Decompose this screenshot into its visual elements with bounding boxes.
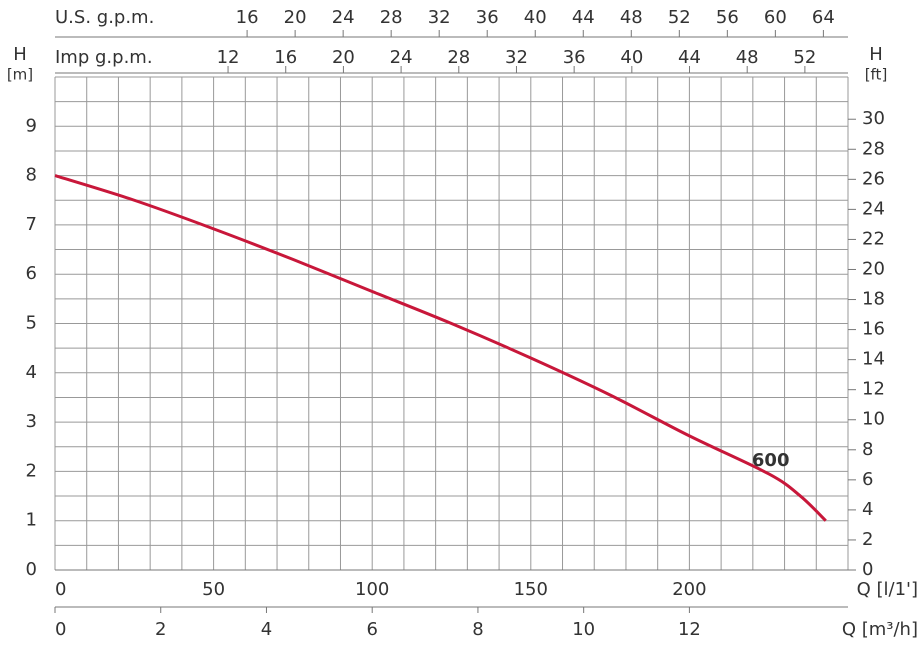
y-tick-label: 5 — [26, 313, 37, 334]
top-tick-label: 40 — [524, 7, 547, 28]
top-tick-label: 44 — [572, 7, 595, 28]
y-tick-label: 4 — [26, 362, 37, 383]
x-tick-label: 0 — [55, 579, 66, 600]
top-tick-label: 36 — [563, 47, 586, 68]
y2-tick-label: 8 — [862, 439, 873, 460]
y2-axis-unit: [ft] — [865, 66, 888, 84]
y-tick-label: 0 — [26, 559, 37, 580]
x2-tick-label: 12 — [678, 619, 701, 640]
top-tick-label: 44 — [678, 47, 701, 68]
x2-tick-label: 8 — [472, 619, 483, 640]
top-tick-label: 32 — [505, 47, 528, 68]
y2-tick-label: 16 — [862, 319, 885, 340]
y2-tick-label: 26 — [862, 168, 885, 189]
x2-tick-label: 2 — [155, 619, 166, 640]
top-axis-label: Imp g.p.m. — [55, 47, 153, 68]
top-tick-label: 56 — [716, 7, 739, 28]
x2-tick-label: 4 — [261, 619, 272, 640]
top-tick-label: 24 — [390, 47, 413, 68]
top-tick-label: 48 — [620, 7, 643, 28]
y2-axis-label: H — [869, 44, 883, 65]
y-tick-label: 2 — [26, 460, 37, 481]
y2-tick-label: 6 — [862, 469, 873, 490]
top-tick-label: 52 — [668, 7, 691, 28]
top-tick-label: 28 — [447, 47, 470, 68]
x2-tick-label: 6 — [366, 619, 377, 640]
x2-tick-label: 10 — [572, 619, 595, 640]
top-tick-label: 16 — [274, 47, 297, 68]
y2-tick-label: 0 — [862, 559, 873, 580]
top-tick-label: 24 — [332, 7, 355, 28]
y-axis-label: H — [13, 44, 27, 65]
y-tick-label: 6 — [26, 263, 37, 284]
y-tick-label: 7 — [26, 214, 37, 235]
top-tick-label: 64 — [812, 7, 835, 28]
top-tick-label: 40 — [620, 47, 643, 68]
y2-tick-label: 18 — [862, 289, 885, 310]
y-tick-label: 3 — [26, 411, 37, 432]
curve — [54, 174, 827, 522]
x-tick-label: 50 — [202, 579, 225, 600]
x2-axis-label: Q [m³/h] — [842, 619, 918, 640]
y2-tick-label: 12 — [862, 379, 885, 400]
x-tick-label: 100 — [355, 579, 389, 600]
curve-label: 600 — [752, 450, 790, 471]
y2-tick-label: 14 — [862, 349, 885, 370]
y2-tick-label: 20 — [862, 258, 885, 279]
x2-tick-label: 0 — [55, 619, 66, 640]
y-tick-label: 1 — [26, 510, 37, 531]
x-tick-label: 150 — [514, 579, 548, 600]
y-axis-unit: [m] — [7, 66, 33, 84]
y2-tick-label: 10 — [862, 409, 885, 430]
y-tick-label: 8 — [26, 165, 37, 186]
top-tick-label: 20 — [332, 47, 355, 68]
top-tick-label: 52 — [793, 47, 816, 68]
top-tick-label: 12 — [217, 47, 240, 68]
top-tick-label: 36 — [476, 7, 499, 28]
top-tick-label: 60 — [764, 7, 787, 28]
top-tick-label: 32 — [428, 7, 451, 28]
top-axis-label: U.S. g.p.m. — [55, 7, 154, 28]
top-tick-label: 28 — [380, 7, 403, 28]
y2-tick-label: 24 — [862, 198, 885, 219]
y2-tick-label: 28 — [862, 138, 885, 159]
y2-tick-label: 4 — [862, 499, 873, 520]
x-axis-label: Q [l/1'] — [857, 579, 918, 600]
top-tick-label: 16 — [236, 7, 259, 28]
x-tick-label: 200 — [672, 579, 706, 600]
y2-tick-label: 22 — [862, 228, 885, 249]
y2-tick-label: 2 — [862, 529, 873, 550]
y2-tick-label: 30 — [862, 108, 885, 129]
top-tick-label: 20 — [284, 7, 307, 28]
top-tick-label: 48 — [736, 47, 759, 68]
y-tick-label: 9 — [26, 115, 37, 136]
